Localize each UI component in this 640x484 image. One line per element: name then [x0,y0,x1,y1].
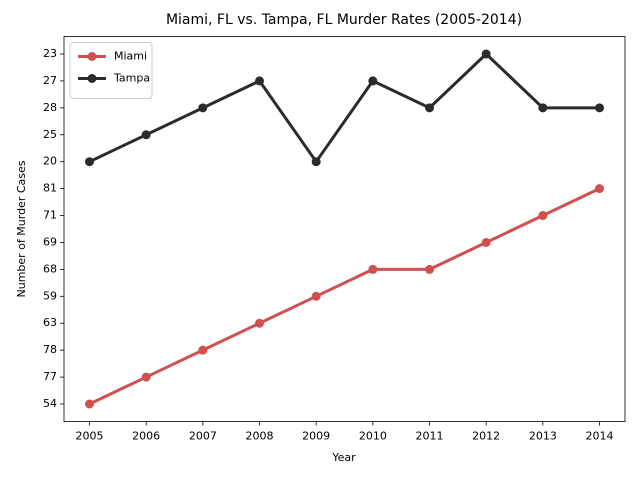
y-axis-label: Number of Murder Cases [15,160,28,297]
chart-title: Miami, FL vs. Tampa, FL Murder Rates (20… [166,12,522,28]
y-tick-label: 81 [43,182,57,195]
data-point [85,157,94,167]
y-tick-label: 69 [43,235,57,248]
data-point [311,157,321,167]
x-tick-label: 2010 [359,430,387,443]
plot-frame [63,36,626,422]
y-tick-label: 23 [43,47,57,60]
data-point [368,76,378,86]
data-point [538,103,548,113]
data-point [198,103,208,113]
x-tick-label: 2009 [302,430,330,443]
x-tick-label: 2011 [416,430,444,443]
legend-marker [87,52,97,61]
data-point [198,345,208,355]
data-point [141,372,151,382]
y-tick-label: 54 [43,397,57,410]
x-axis-label: Year [331,451,356,464]
y-tick-label: 78 [43,343,57,356]
x-tick-label: 2013 [529,430,557,443]
data-point [538,211,548,221]
data-point [85,399,94,409]
x-tick-label: 2012 [472,430,500,443]
y-tick-label: 27 [43,74,57,87]
y-tick-label: 63 [43,316,57,329]
data-point [311,291,321,301]
legend-label: Tampa [113,72,150,85]
y-tick-label: 68 [43,262,57,275]
x-tick-label: 2005 [76,430,104,443]
legend-label: Miami [114,50,147,63]
y-tick-label: 77 [43,370,57,383]
data-point [425,103,434,113]
x-tick-label: 2007 [189,430,217,443]
y-tick-label: 59 [43,289,57,302]
data-point [425,264,434,274]
y-tick-label: 20 [43,155,57,168]
data-point [595,184,604,194]
legend-marker [87,74,97,83]
x-tick-label: 2014 [586,430,614,443]
series-line [88,51,600,165]
data-point [141,130,151,140]
y-tick-label: 25 [43,128,57,141]
data-point [255,318,264,328]
data-point [481,49,491,59]
x-tick-label: 2006 [132,430,160,443]
y-tick-label: 28 [43,101,57,114]
data-point [595,103,604,113]
x-tick-label: 2008 [246,430,274,443]
y-tick-label: 71 [43,209,57,222]
data-point [481,237,491,247]
data-point [255,76,264,86]
series-line [88,187,601,406]
data-point [368,264,378,274]
